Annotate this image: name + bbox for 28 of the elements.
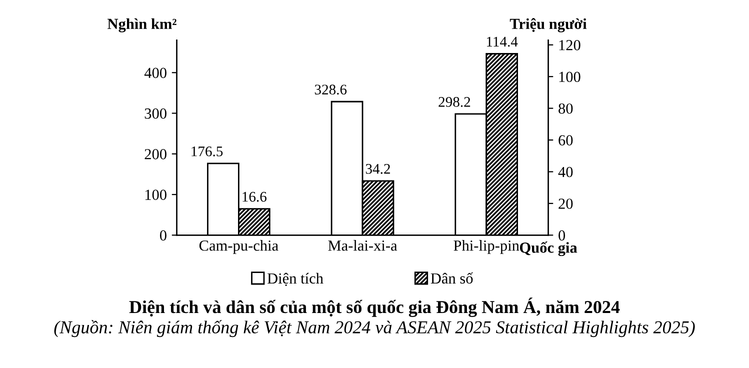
y2-tick-label: 0: [558, 230, 566, 241]
y-tick-label: 200: [144, 149, 166, 160]
x-tick-label: Ma-lai-xi-a: [328, 240, 398, 251]
y2-tick-label: 80: [558, 103, 573, 114]
y-tick-label: 100: [145, 190, 166, 200]
text: Diện tích và dân số của một số quốc gia Đông Nam Á, năm 2024: [129, 298, 620, 317]
y-tick-label: 400: [144, 68, 166, 78]
y2-tick-label: 60: [558, 135, 573, 146]
x-tick-label: Phi-lip-pin: [454, 240, 520, 254]
y-tick-label: 300: [144, 108, 166, 119]
data-label: 176.5: [192, 146, 223, 156]
text: (Nguồn: Niên giám thống kê Việt Nam 2024 và ASEAN 2025 Statistical Highlights 2025): [54, 320, 695, 338]
data-label: 328.6: [314, 84, 347, 95]
y2-axis-title: Triệu người: [510, 18, 587, 32]
y2-tick-label: 40: [558, 166, 573, 178]
y2-tick-label: 100: [559, 72, 580, 82]
x-axis-title: Quốc gia: [520, 242, 578, 256]
legend-label: Diện tích: [267, 272, 324, 286]
legend-label: Dân số: [430, 272, 474, 284]
y2-tick-label: 20: [558, 198, 573, 209]
y-axis-title: Nghìn km²: [108, 18, 176, 32]
data-label: 16.6: [242, 192, 266, 202]
y-tick-label: 0: [160, 230, 166, 241]
y2-tick-label: 120: [559, 40, 580, 50]
x-tick-label: Cam-pu-chia: [199, 240, 278, 254]
data-label: 114.4: [486, 36, 518, 47]
data-label: 34.2: [366, 164, 390, 174]
data-label: 298.2: [438, 97, 470, 107]
